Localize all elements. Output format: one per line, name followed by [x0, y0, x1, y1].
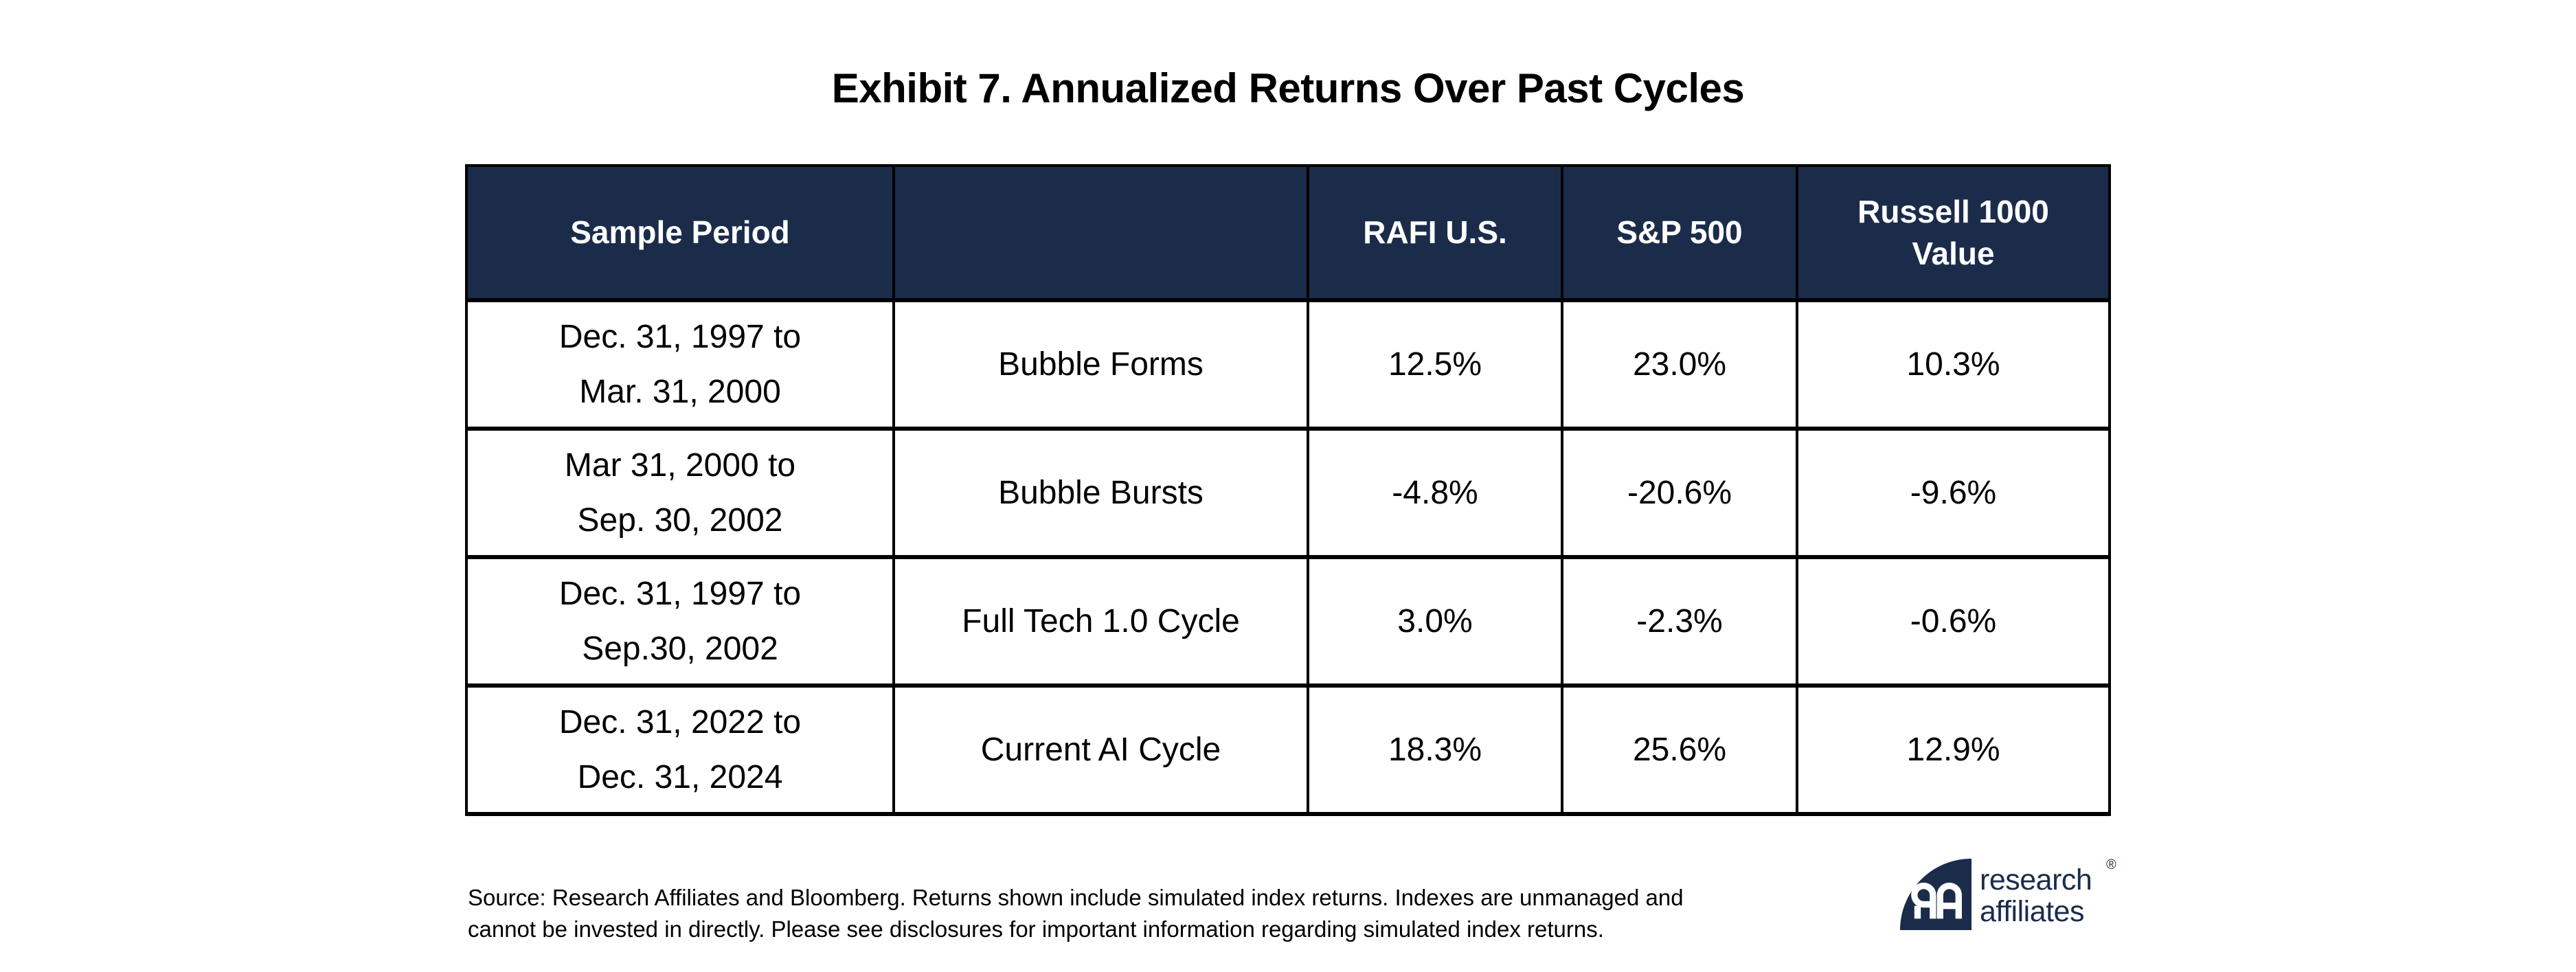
period-cell: Dec. 31, 1997 to Sep.30, 2002 — [465, 555, 895, 688]
period-line-2: Sep. 30, 2002 — [577, 501, 783, 539]
russell-value-cell: 10.3% — [1796, 298, 2111, 431]
period-line-2: Sep.30, 2002 — [582, 630, 778, 667]
sp500-value-cell: -20.6% — [1561, 427, 1798, 559]
period-line-2: Dec. 31, 2024 — [577, 758, 783, 795]
logo-word-research: research — [1980, 863, 2092, 896]
header-sample-period: Sample Period — [465, 164, 895, 302]
header-blank — [892, 164, 1309, 302]
source-line-1: Source: Research Affiliates and Bloomber… — [468, 885, 1684, 910]
table-row: Dec. 31, 2022 to Dec. 31, 2024 Current A… — [465, 683, 2111, 816]
period-line-1: Dec. 31, 1997 to — [558, 318, 802, 355]
period-cell: Dec. 31, 2022 to Dec. 31, 2024 — [465, 683, 895, 816]
period-line-1: Dec. 31, 2022 to — [558, 703, 802, 741]
period-cell: Dec. 31, 1997 to Mar. 31, 2000 — [465, 298, 895, 431]
period-line-1: Mar 31, 2000 to — [564, 447, 796, 484]
rafi-value-cell: -4.8% — [1307, 427, 1563, 559]
returns-table: Sample Period RAFI U.S. S&P 500 Russell … — [465, 164, 2111, 816]
header-sp500: S&P 500 — [1561, 164, 1798, 302]
russell-value-cell: 12.9% — [1796, 683, 2111, 816]
cycle-label-cell: Full Tech 1.0 Cycle — [892, 555, 1309, 688]
header-russell-1000-value: Russell 1000 Value — [1796, 164, 2111, 302]
table-row: Dec. 31, 1997 to Sep.30, 2002 Full Tech … — [465, 555, 2111, 688]
header-rafi-us: RAFI U.S. — [1307, 164, 1563, 302]
logo-word-affiliates: affiliates — [1980, 895, 2084, 928]
table-row: Mar 31, 2000 to Sep. 30, 2002 Bubble Bur… — [465, 427, 2111, 559]
ra-monogram-icon — [1900, 859, 1971, 930]
logo-wordmark: research affiliates — [1980, 864, 2092, 927]
period-line-1: Dec. 31, 1997 to — [558, 575, 802, 612]
table-header-row: Sample Period RAFI U.S. S&P 500 Russell … — [465, 164, 2111, 302]
cycle-label-cell: Current AI Cycle — [892, 683, 1309, 816]
rafi-value-cell: 18.3% — [1307, 683, 1563, 816]
russell-value-cell: -0.6% — [1796, 555, 2111, 688]
source-note: Source: Research Affiliates and Bloomber… — [468, 882, 1684, 945]
table-row: Dec. 31, 1997 to Mar. 31, 2000 Bubble Fo… — [465, 298, 2111, 431]
exhibit-title: Exhibit 7. Annualized Returns Over Past … — [831, 65, 1745, 111]
period-line-2: Mar. 31, 2000 — [579, 373, 781, 410]
source-line-2: cannot be invested in directly. Please s… — [468, 916, 1604, 942]
cycle-label-cell: Bubble Bursts — [892, 427, 1309, 559]
rafi-value-cell: 3.0% — [1307, 555, 1563, 688]
registered-trademark-symbol: ® — [2106, 857, 2116, 872]
period-cell: Mar 31, 2000 to Sep. 30, 2002 — [465, 427, 895, 559]
cycle-label-cell: Bubble Forms — [892, 298, 1309, 431]
sp500-value-cell: -2.3% — [1561, 555, 1798, 688]
rafi-value-cell: 12.5% — [1307, 298, 1563, 431]
sp500-value-cell: 23.0% — [1561, 298, 1798, 431]
research-affiliates-logo: research affiliates ® — [1900, 857, 2120, 945]
russell-value-cell: -9.6% — [1796, 427, 2111, 559]
sp500-value-cell: 25.6% — [1561, 683, 1798, 816]
